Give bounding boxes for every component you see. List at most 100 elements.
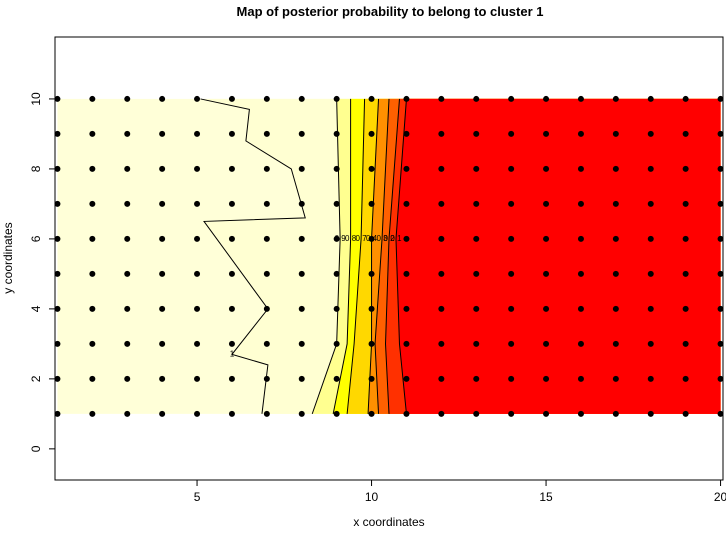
grid-point xyxy=(298,165,305,172)
grid-point xyxy=(54,95,61,102)
grid-point xyxy=(333,340,340,347)
grid-point xyxy=(647,375,654,382)
grid-point xyxy=(228,165,235,172)
grid-point xyxy=(298,305,305,312)
grid-point xyxy=(438,410,445,417)
grid-point xyxy=(438,200,445,207)
grid-point xyxy=(438,270,445,277)
grid-point xyxy=(54,200,61,207)
grid-point xyxy=(577,410,584,417)
grid-point xyxy=(194,375,201,382)
grid-point xyxy=(612,305,619,312)
grid-point xyxy=(612,340,619,347)
grid-point xyxy=(473,270,480,277)
y-tick-label: 6 xyxy=(29,235,43,242)
grid-point xyxy=(159,410,166,417)
grid-point xyxy=(647,235,654,242)
grid-point xyxy=(194,410,201,417)
grid-point xyxy=(577,305,584,312)
grid-point xyxy=(368,235,375,242)
grid-point xyxy=(473,235,480,242)
grid-point xyxy=(333,375,340,382)
grid-point xyxy=(194,305,201,312)
grid-point xyxy=(577,375,584,382)
contour-line xyxy=(200,98,306,414)
grid-point xyxy=(333,130,340,137)
grid-point xyxy=(159,165,166,172)
x-tick-label: 20 xyxy=(714,490,726,504)
grid-point xyxy=(717,200,724,207)
grid-point xyxy=(403,235,410,242)
grid-point xyxy=(543,235,550,242)
grid-point xyxy=(263,410,270,417)
grid-point xyxy=(89,375,96,382)
grid-point xyxy=(717,235,724,242)
grid-point xyxy=(159,375,166,382)
grid-point xyxy=(473,410,480,417)
grid-point xyxy=(508,270,515,277)
grid-point xyxy=(508,165,515,172)
grid-point xyxy=(612,410,619,417)
grid-point xyxy=(508,235,515,242)
grid-point xyxy=(194,200,201,207)
grid-point xyxy=(54,340,61,347)
grid-point xyxy=(577,235,584,242)
grid-point xyxy=(577,270,584,277)
grid-point xyxy=(438,165,445,172)
grid-point xyxy=(403,410,410,417)
grid-point xyxy=(54,375,61,382)
grid-point xyxy=(717,95,724,102)
grid-point xyxy=(473,130,480,137)
grid-point xyxy=(159,270,166,277)
grid-point xyxy=(647,95,654,102)
grid-point xyxy=(298,235,305,242)
grid-point xyxy=(228,130,235,137)
grid-point xyxy=(682,305,689,312)
grid-point xyxy=(473,305,480,312)
y-tick-label: 10 xyxy=(29,92,43,106)
grid-point xyxy=(647,305,654,312)
grid-point xyxy=(473,340,480,347)
grid-point xyxy=(368,130,375,137)
grid-point xyxy=(298,340,305,347)
grid-point xyxy=(333,200,340,207)
grid-point xyxy=(543,375,550,382)
grid-point xyxy=(647,130,654,137)
grid-point xyxy=(717,375,724,382)
grid-point xyxy=(263,235,270,242)
grid-point xyxy=(228,340,235,347)
grid-point xyxy=(159,340,166,347)
grid-point xyxy=(508,130,515,137)
grid-point xyxy=(473,200,480,207)
grid-point xyxy=(577,95,584,102)
y-tick-label: 0 xyxy=(29,445,43,452)
grid-point xyxy=(543,340,550,347)
contour-line xyxy=(374,98,390,414)
x-tick-label: 15 xyxy=(539,490,553,504)
grid-point xyxy=(333,270,340,277)
grid-point xyxy=(298,410,305,417)
grid-point xyxy=(577,130,584,137)
y-tick-label: 2 xyxy=(29,375,43,382)
grid-point xyxy=(543,410,550,417)
grid-point xyxy=(717,340,724,347)
grid-point xyxy=(368,375,375,382)
grid-point xyxy=(543,95,550,102)
grid-point xyxy=(263,95,270,102)
contour-line xyxy=(332,98,352,414)
y-axis-label: y coordinates xyxy=(1,222,15,293)
grid-point xyxy=(228,95,235,102)
grid-point xyxy=(682,270,689,277)
grid-point xyxy=(54,235,61,242)
grid-point xyxy=(124,165,131,172)
grid-point xyxy=(124,375,131,382)
grid-point xyxy=(368,340,375,347)
grid-point xyxy=(508,340,515,347)
grid-point xyxy=(124,305,131,312)
grid-point xyxy=(403,270,410,277)
grid-point xyxy=(89,95,96,102)
grid-point xyxy=(438,305,445,312)
grid-point xyxy=(508,305,515,312)
grid-point xyxy=(647,270,654,277)
grid-point xyxy=(403,305,410,312)
